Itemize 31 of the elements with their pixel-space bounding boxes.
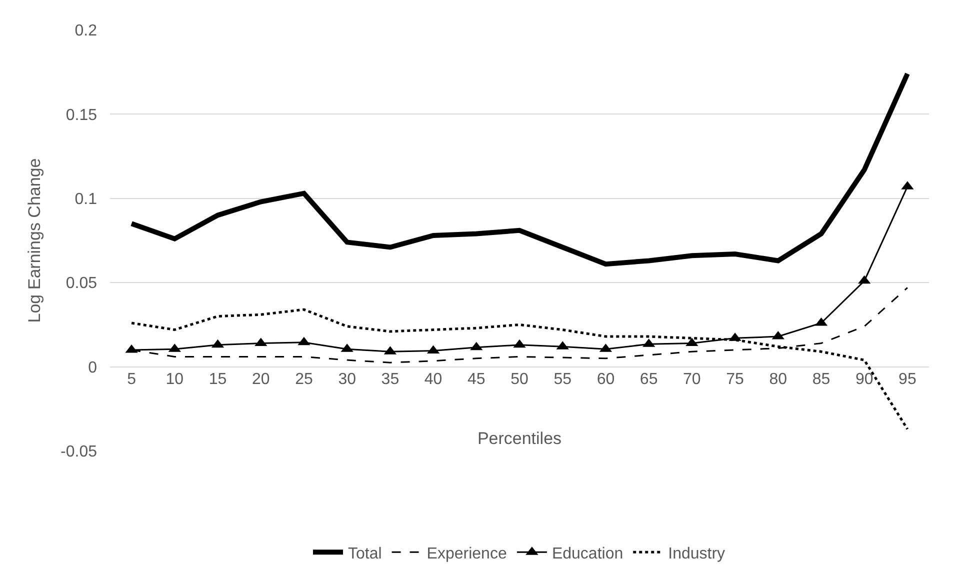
y-tick-label: 0.1 [74,191,98,208]
x-tick-label: 45 [467,370,486,388]
x-tick-label: 70 [683,370,701,388]
x-tick-label: 20 [252,370,270,388]
y-tick-label: -0.05 [60,444,98,461]
x-tick-label: 80 [769,370,788,388]
x-tick-label: 10 [166,370,184,388]
x-tick-label: 50 [510,370,528,388]
y-axis-title: Log Earnings Change [25,158,44,323]
legend-label: Industry [668,545,726,562]
x-tick-label: 25 [295,370,313,388]
legend-label: Experience [426,545,507,562]
x-tick-label: 65 [640,370,658,388]
x-tick-label: 85 [812,370,830,388]
x-tick-label: 90 [855,370,874,388]
x-tick-label: 60 [596,370,615,388]
legend-label: Education [552,545,624,562]
y-tick-label: 0 [88,359,98,376]
x-tick-label: 5 [127,370,136,388]
x-tick-label: 95 [898,370,916,388]
legend-label: Total [348,545,382,562]
x-tick-label: 35 [381,370,400,388]
x-axis-title: Percentiles [477,429,562,448]
x-tick-label: 40 [424,370,442,388]
y-tick-label: 0.05 [66,275,98,292]
x-tick-label: 55 [554,370,572,388]
y-tick-label: 0.2 [74,22,98,40]
x-tick-label: 15 [208,370,227,388]
x-tick-label: 75 [726,370,744,388]
x-tick-label: 30 [338,370,356,388]
y-tick-label: 0.15 [66,106,98,124]
